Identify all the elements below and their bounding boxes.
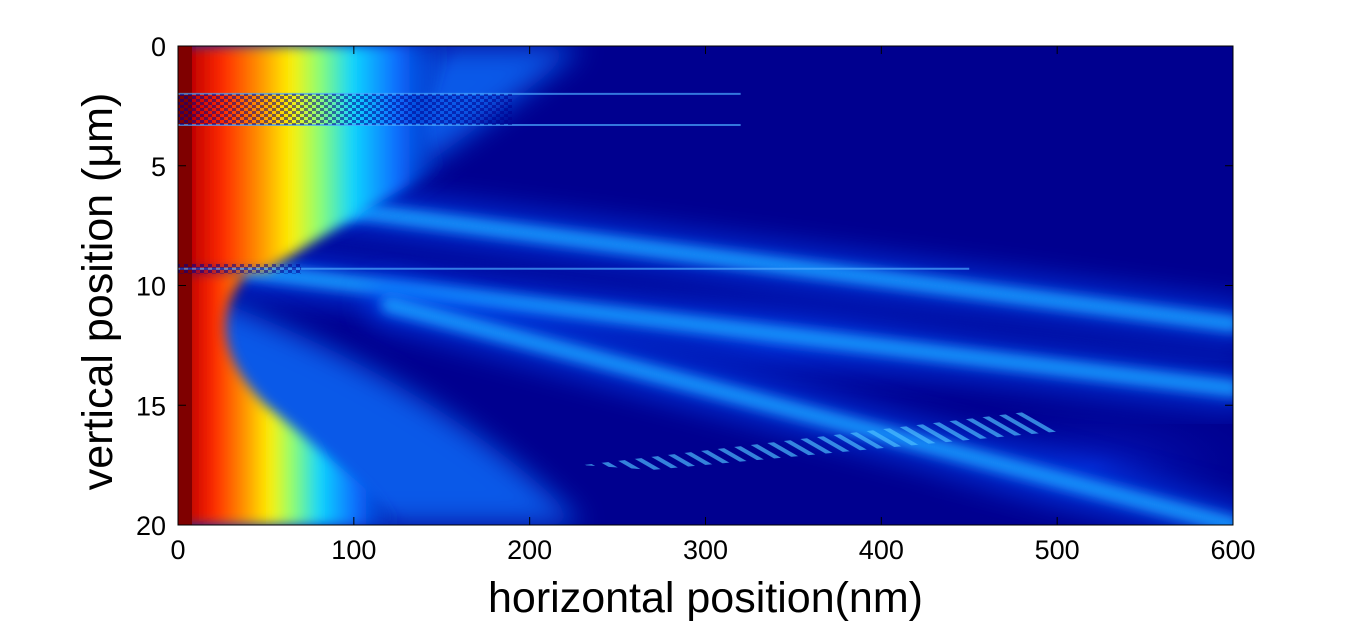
- x-tick-label-3: 300: [683, 535, 728, 565]
- y-axis-label: vertical position (μm): [74, 93, 122, 491]
- y-tick-label-2: 10: [136, 272, 166, 302]
- x-tick-label-5: 500: [1035, 535, 1080, 565]
- x-tick-label-6: 600: [1210, 535, 1255, 565]
- beam-1: [275, 193, 1233, 332]
- intensity-field: [178, 46, 1233, 525]
- y-axis-ticks: 0 5 10 15 20: [136, 32, 1233, 541]
- x-axis-label: horizontal position(nm): [488, 574, 923, 622]
- y-tick-label-1: 5: [151, 152, 166, 182]
- interface-band-upper: [178, 93, 513, 126]
- x-tick-label-4: 400: [859, 535, 904, 565]
- x-tick-label-0: 0: [170, 535, 185, 565]
- x-tick-label-1: 100: [331, 535, 376, 565]
- plot-area: [178, 46, 1233, 525]
- y-tick-label-0: 0: [151, 32, 166, 62]
- source-edge-lower: [178, 271, 407, 525]
- x-axis-ticks: 0 100 200 300 400 500 600: [170, 46, 1256, 565]
- beam-2: [381, 296, 1233, 525]
- x-tick-label-2: 200: [507, 535, 552, 565]
- y-tick-label-3: 15: [136, 391, 166, 421]
- y-tick-label-4: 20: [136, 511, 166, 541]
- interface-band-middle: [178, 263, 302, 274]
- fringe-region: [582, 412, 1058, 470]
